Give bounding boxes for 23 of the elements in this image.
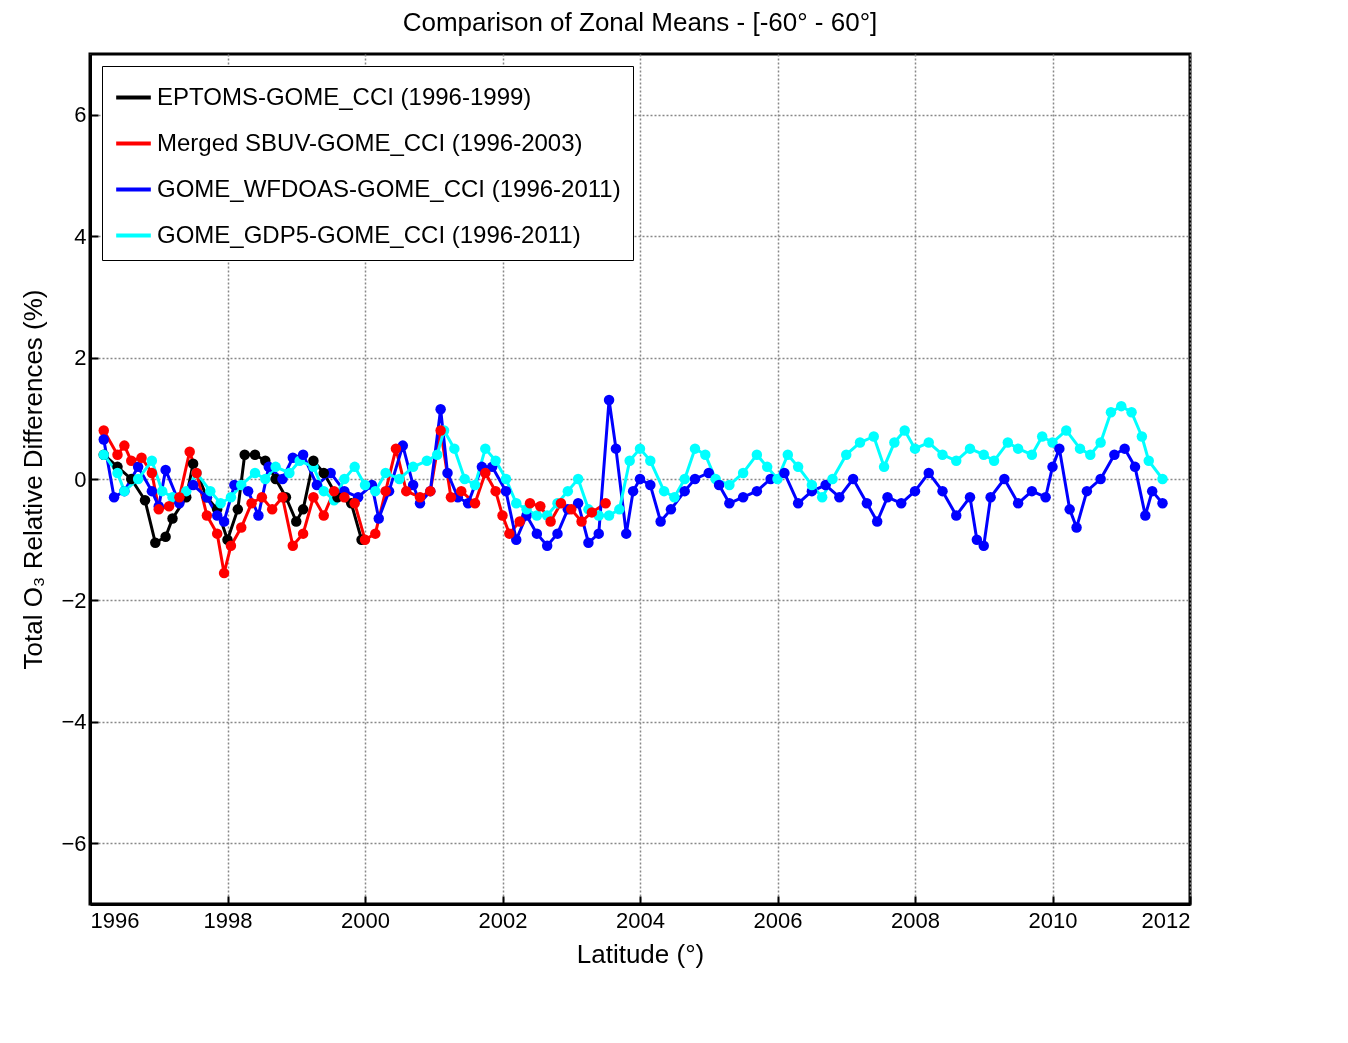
legend-label: GOME_GDP5-GOME_CCI (1996-2011) [157, 220, 581, 248]
y-tick-label: −4 [61, 709, 87, 735]
chart-title: Comparison of Zonal Means - [-60° - 60°] [402, 7, 878, 37]
y-tick-label: 0 [74, 466, 87, 492]
y-tick-label: 4 [74, 223, 87, 249]
y-axis-title: Total O₃ Relative Differences (%) [18, 289, 49, 670]
x-tick-label: 2004 [616, 907, 665, 933]
x-tick-label: 2008 [891, 907, 940, 933]
y-tick-label: −2 [61, 587, 87, 613]
legend-label: Merged SBUV-GOME_CCI (1996-2003) [157, 128, 583, 156]
y-tick-label: −6 [61, 830, 87, 856]
x-tick-label: 2012 [1141, 907, 1191, 933]
y-tick-label: 2 [74, 345, 87, 371]
x-axis-title: Latitude (°) [576, 938, 705, 969]
x-tick-label: 1998 [203, 907, 253, 933]
legend-label: EPTOMS-GOME_CCI (1996-1999) [157, 82, 532, 110]
y-tick-label: 6 [74, 102, 87, 128]
x-tick-label: 2006 [753, 907, 803, 933]
x-tick-label: 1996 [90, 907, 140, 933]
x-tick-label: 2002 [478, 907, 528, 933]
x-tick-label: 2010 [1028, 907, 1078, 933]
x-tick-label: 2000 [341, 907, 390, 933]
legend-label: GOME_WFDOAS-GOME_CCI (1996-2011) [157, 174, 621, 202]
